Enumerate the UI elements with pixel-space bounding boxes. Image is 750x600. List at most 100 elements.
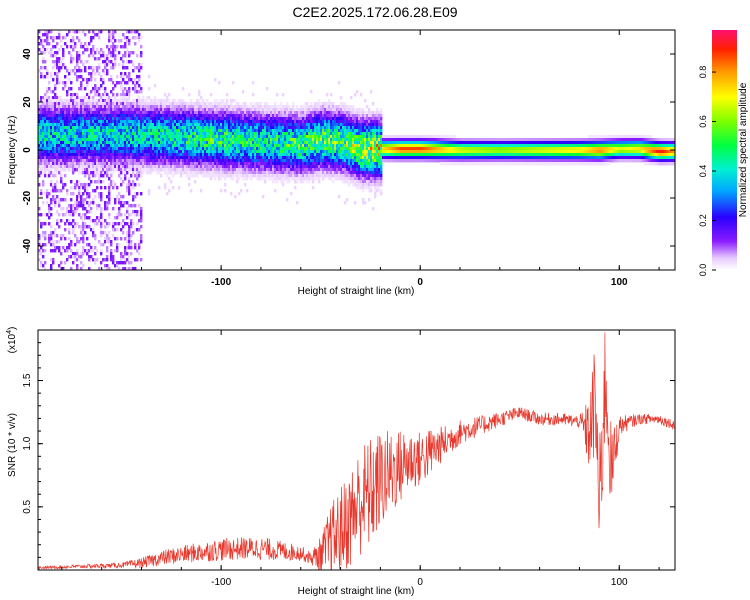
heatmap-cell	[102, 96, 105, 100]
heatmap-cell	[108, 129, 111, 133]
heatmap-cell	[326, 156, 329, 160]
heatmap-cell	[260, 123, 263, 127]
heatmap-cell	[42, 117, 45, 121]
heatmap-cell	[108, 189, 111, 193]
heatmap-cell	[226, 111, 229, 115]
heatmap-cell	[286, 105, 289, 109]
heatmap-cell	[98, 180, 101, 184]
heatmap-cell	[210, 162, 213, 166]
heatmap-cell	[56, 66, 59, 70]
heatmap-cell	[228, 147, 231, 151]
heatmap-cell	[142, 171, 145, 175]
heatmap-cell	[40, 129, 43, 133]
heatmap-cell	[86, 111, 89, 115]
heatmap-cell	[184, 135, 187, 139]
heatmap-cell	[302, 132, 305, 136]
heatmap-cell	[264, 144, 267, 148]
heatmap-cell	[74, 123, 77, 127]
heatmap-cell	[308, 138, 311, 142]
heatmap-cell	[212, 147, 215, 151]
heatmap-cell	[232, 120, 235, 124]
heatmap-cell	[72, 57, 75, 61]
heatmap-cell	[302, 162, 305, 166]
heatmap-cell	[332, 105, 335, 109]
heatmap-cell	[48, 132, 51, 136]
heatmap-cell	[250, 123, 253, 127]
heatmap-cell	[200, 165, 203, 169]
heatmap-cell	[150, 117, 153, 121]
heatmap-cell	[120, 72, 123, 76]
heatmap-cell	[266, 123, 269, 127]
heatmap-cell	[112, 66, 115, 70]
heatmap-cell	[334, 135, 337, 139]
heatmap-cell	[186, 120, 189, 124]
heatmap-cell	[144, 105, 147, 109]
heatmap-cell	[322, 120, 325, 124]
heatmap-cell	[274, 138, 277, 142]
heatmap-cell	[122, 96, 125, 100]
heatmap-cell	[92, 102, 95, 106]
heatmap-cell	[304, 159, 307, 163]
heatmap-cell	[266, 114, 269, 118]
heatmap-cell	[290, 141, 293, 145]
heatmap-cell	[82, 126, 85, 130]
heatmap-cell	[192, 147, 195, 151]
heatmap-cell	[108, 231, 111, 235]
heatmap-cell	[154, 102, 157, 106]
heatmap-cell	[76, 165, 79, 169]
heatmap-cell	[216, 99, 219, 103]
heatmap-cell	[330, 162, 333, 166]
heatmap-cell	[58, 69, 61, 73]
heatmap-cell	[70, 210, 73, 214]
heatmap-cell	[142, 105, 145, 109]
heatmap-cell	[154, 138, 157, 142]
heatmap-cell	[82, 105, 85, 109]
heatmap-cell	[58, 36, 61, 40]
heatmap-cell	[204, 159, 207, 163]
heatmap-cell	[114, 201, 117, 205]
heatmap-cell	[110, 180, 113, 184]
heatmap-cell	[310, 120, 313, 124]
heatmap-cell	[92, 168, 95, 172]
heatmap-cell	[108, 240, 111, 244]
heatmap-cell	[68, 144, 71, 148]
heatmap-cell	[104, 120, 107, 124]
heatmap-cell	[206, 150, 209, 154]
heatmap-cell	[106, 255, 109, 259]
heatmap-cell	[314, 159, 317, 163]
heatmap-cell	[334, 156, 337, 160]
heatmap-cell	[166, 144, 169, 148]
heatmap-cell	[244, 165, 247, 169]
heatmap-cell	[306, 141, 309, 145]
heatmap-cell	[224, 174, 227, 178]
heatmap-cell	[48, 210, 51, 214]
heatmap-cell	[262, 174, 265, 178]
heatmap-cell	[78, 75, 81, 79]
heatmap-cell	[198, 126, 201, 130]
heatmap-cell	[88, 147, 91, 151]
heatmap-cell	[106, 117, 109, 121]
heatmap-cell	[96, 132, 99, 136]
heatmap-cell	[70, 99, 73, 103]
heatmap-cell	[108, 168, 111, 172]
heatmap-cell	[298, 153, 301, 157]
heatmap-cell	[304, 177, 307, 181]
heatmap-cell	[100, 234, 103, 238]
heatmap-cell	[230, 147, 233, 151]
heatmap-cell	[252, 111, 255, 115]
heatmap-cell	[86, 120, 89, 124]
heatmap-cell	[332, 117, 335, 121]
heatmap-cell	[86, 153, 89, 157]
heatmap-cell	[230, 174, 233, 178]
heatmap-cell	[304, 162, 307, 166]
heatmap-cell	[114, 63, 117, 67]
heatmap-cell	[292, 129, 295, 133]
heatmap-cell	[322, 159, 325, 163]
heatmap-cell	[44, 93, 47, 97]
heatmap-cell	[116, 150, 119, 154]
heatmap-cell	[140, 123, 143, 127]
heatmap-cell	[120, 171, 123, 175]
heatmap-cell	[292, 153, 295, 157]
heatmap-cell	[122, 144, 125, 148]
heatmap-cell	[222, 111, 225, 115]
